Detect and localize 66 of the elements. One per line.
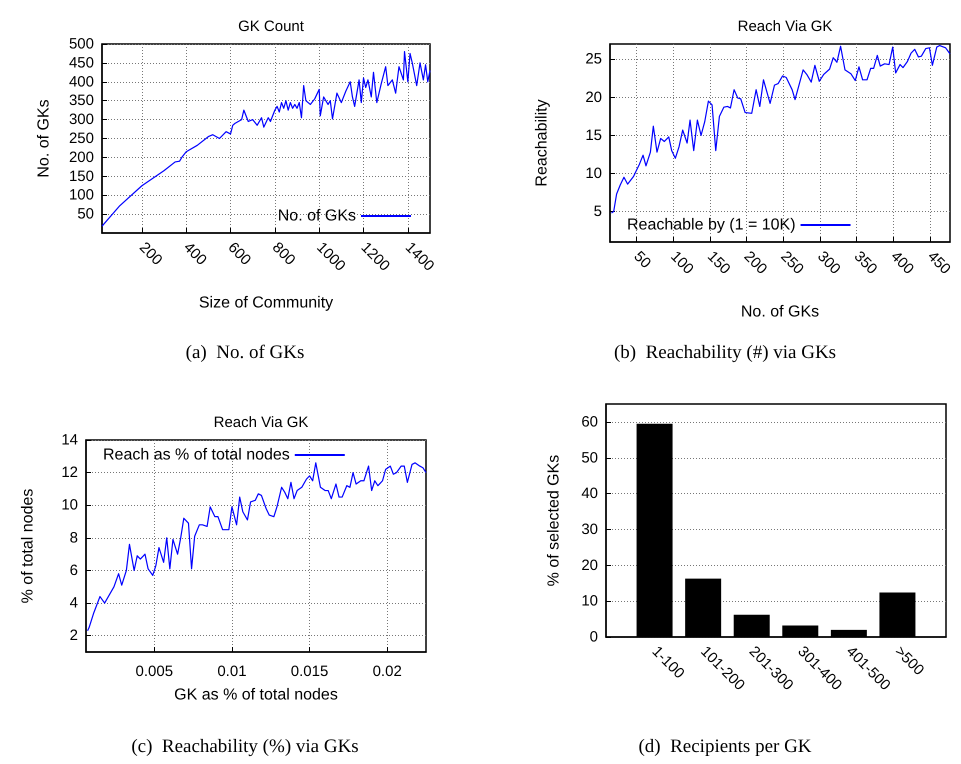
x-tick-label: 0.005 [136,663,174,680]
chart-title: GK Count [238,18,305,35]
y-tick-label: 30 [581,520,598,538]
x-tick-label: 300 [814,248,844,278]
x-tick-label: 0.01 [217,663,247,680]
x-axis-title: GK as % of total nodes [174,686,338,704]
y-tick-label: 8 [70,529,78,546]
y-tick-label: 0 [590,628,598,646]
y-tick-label: 60 [581,413,598,430]
legend-label: Reachable by (1 = 10K) [627,216,796,234]
y-tick-label: 5 [594,203,602,220]
y-tick-label: 6 [70,562,78,579]
y-tick-label: 20 [585,88,602,106]
y-tick-label: 14 [61,432,78,448]
line-series [86,462,427,632]
y-tick-label: 20 [581,556,598,574]
x-tick-label: 400 [887,248,918,278]
text: (b) Reachability (#) via GKs [614,342,836,363]
y-axis-title: % of total nodes [20,488,36,604]
y-tick-label: 200 [68,148,94,166]
y-tick-label: 50 [581,449,598,466]
legend-label: Reach as % of total nodes [103,446,290,464]
y-tick-label: 250 [68,130,94,147]
x-tick-label: 200 [136,238,166,269]
x-tick-label: 600 [224,238,254,269]
y-tick-label: 12 [61,464,78,482]
legend-label: No. of GKs [278,208,356,224]
y-tick-label: 300 [68,111,94,128]
y-axis-title: Reachability [534,99,550,187]
y-tick-label: 2 [70,627,78,644]
text: (d) Recipients per GK [638,736,812,757]
y-tick-label: 450 [68,54,94,72]
x-axis-title: No. of GKs [740,304,820,320]
x-tick-label: 350 [850,248,880,278]
x-tick-label: 450 [924,248,954,278]
y-tick-label: 100 [68,186,94,204]
text: (a) No. of GKs [186,342,304,363]
x-tick-label: 50 [630,248,654,272]
x-tick-label: 0.02 [372,663,402,680]
x-tick-label: 200 [740,248,770,278]
x-tick-label: 250 [777,248,808,278]
text: (c) Reachability (%) via GKs [131,736,359,757]
y-tick-label: 500 [68,36,94,52]
x-axis-title: Size of Community [198,294,334,312]
y-axis-title: No. of GKs [36,99,52,178]
y-tick-label: 15 [585,126,602,144]
y-tick-label: 40 [581,485,598,502]
chart-title: Reach Via GK [214,414,308,431]
x-tick-label: 400 [180,238,210,269]
chart-title: Reach Via GK [738,18,832,35]
y-tick-label: 50 [77,206,94,223]
y-tick-label: 10 [585,164,602,182]
x-tick-label: 0.015 [290,663,328,680]
x-tick-label: 100 [667,248,697,278]
x-tick-label: 150 [704,248,734,278]
y-tick-label: 350 [68,92,94,110]
y-tick-label: 10 [61,496,78,514]
x-tick-label: 800 [268,238,299,269]
y-tick-label: 150 [68,168,94,185]
y-tick-label: 400 [68,73,94,90]
y-tick-label: 10 [581,592,598,610]
y-axis-title: % of selected GKs [546,454,562,586]
line-series [610,44,951,214]
y-tick-label: 25 [585,50,602,68]
line-series [101,50,431,227]
y-tick-label: 4 [70,594,78,612]
